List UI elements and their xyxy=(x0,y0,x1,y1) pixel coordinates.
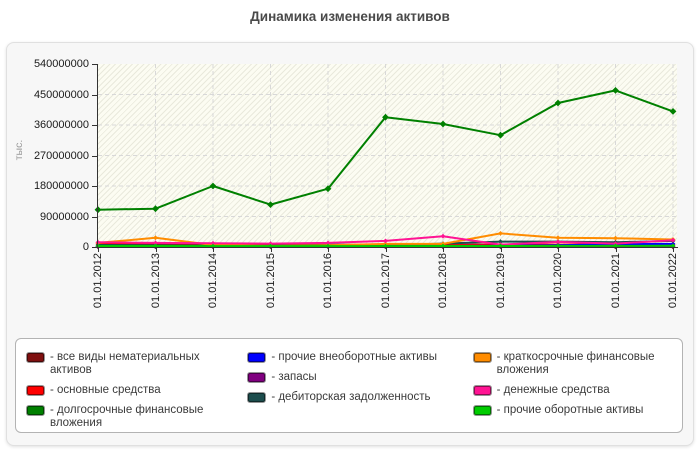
legend-label: - прочие внеоборотные активы xyxy=(271,351,437,363)
x-tick-mark xyxy=(98,248,99,252)
page-title: Динамика изменения активов xyxy=(250,9,450,24)
plot-svg xyxy=(94,64,677,250)
x-tick-label: 01.01.2012 xyxy=(92,253,104,309)
legend-item: - денежные средства xyxy=(472,384,676,397)
legend-swatch xyxy=(472,385,492,396)
x-tick-mark xyxy=(213,248,214,252)
y-tick-label: 450000000 xyxy=(33,88,89,101)
legend-swatch xyxy=(472,405,492,416)
y-axis-line xyxy=(97,64,98,248)
legend-item: - долгосрочные финансовые вложения xyxy=(26,404,247,430)
plot-area xyxy=(94,64,677,250)
legend-item: - прочие внеоборотные активы xyxy=(247,351,472,364)
x-tick-mark xyxy=(615,248,617,252)
y-tick-label: 0 xyxy=(82,241,89,253)
legend-swatch xyxy=(26,385,45,396)
legend-item: - все виды нематериальных активов xyxy=(26,351,247,377)
legend-item: - основные средства xyxy=(26,384,247,397)
x-tick-mark xyxy=(270,248,272,252)
legend-label: - запасы xyxy=(271,371,317,383)
x-axis-line xyxy=(94,247,678,248)
x-tick-label: 01.01.2022 xyxy=(667,253,679,309)
legend-swatch xyxy=(247,372,267,383)
legend-label: - прочие оборотные активы xyxy=(496,404,644,416)
x-tick-label: 01.01.2019 xyxy=(494,253,507,309)
legend-swatch xyxy=(247,392,267,403)
y-tick-mark xyxy=(92,64,97,65)
y-tick-mark xyxy=(92,216,97,218)
legend-label: - долгосрочные финансовые вложения xyxy=(50,404,204,429)
x-tick-mark xyxy=(443,248,444,252)
legend-label: - дебиторская задолженность xyxy=(271,391,431,403)
y-tick-label: 360000000 xyxy=(33,119,89,131)
x-tick-mark xyxy=(155,248,157,252)
legend-swatch xyxy=(472,352,492,363)
x-tick-label: 01.01.2017 xyxy=(379,253,392,309)
x-tick-label: 01.01.2020 xyxy=(552,253,564,309)
legend-swatch xyxy=(26,405,45,416)
x-tick-mark xyxy=(385,248,387,252)
legend-label: - основные средства xyxy=(50,384,161,396)
y-tick-label: 90000000 xyxy=(40,210,89,223)
y-tick-mark xyxy=(92,247,97,248)
legend-item: - дебиторская задолженность xyxy=(247,391,472,404)
legend-item: - запасы xyxy=(247,371,472,384)
chart-card: тыс. 0 90000000 180000000 270000000 36000000… xyxy=(6,42,694,446)
legend-swatch xyxy=(26,352,45,363)
legend-column: - прочие внеоборотные активы - запасы - де… xyxy=(247,351,472,426)
y-tick-mark xyxy=(92,125,97,126)
x-tick-label: 01.01.2021 xyxy=(609,253,622,309)
legend-label: - краткосрочные финансовые вложения xyxy=(496,351,655,376)
legend-label: - денежные средства xyxy=(496,384,610,396)
legend: - все виды нематериальных активов - основ… xyxy=(15,338,683,433)
legend-column: - все виды нематериальных активов - основ… xyxy=(26,351,247,429)
x-tick-label: 01.01.2015 xyxy=(264,253,277,309)
x-tick-label: 01.01.2018 xyxy=(437,253,449,309)
y-tick-mark xyxy=(92,155,97,157)
y-tick-label: 180000000 xyxy=(33,180,89,192)
legend-item: - краткосрочные финансовые вложения xyxy=(472,351,676,377)
legend-item: - прочие оборотные активы xyxy=(472,404,676,417)
x-tick-label: 01.01.2013 xyxy=(149,253,162,309)
x-tick-mark xyxy=(673,248,674,252)
x-tick-label: 01.01.2016 xyxy=(322,253,334,309)
x-tick-mark xyxy=(500,248,502,252)
x-tick-mark xyxy=(328,248,329,252)
legend-column: - краткосрочные финансовые вложения - ден… xyxy=(472,351,676,426)
legend-swatch xyxy=(247,352,267,363)
y-tick-mark xyxy=(92,186,97,187)
legend-label: - все виды нематериальных активов xyxy=(50,351,200,376)
x-tick-mark xyxy=(558,248,559,252)
y-tick-label: 270000000 xyxy=(33,149,89,162)
x-tick-label: 01.01.2014 xyxy=(207,253,219,309)
y-tick-label: 540000000 xyxy=(33,58,89,70)
y-tick-mark xyxy=(92,94,97,96)
